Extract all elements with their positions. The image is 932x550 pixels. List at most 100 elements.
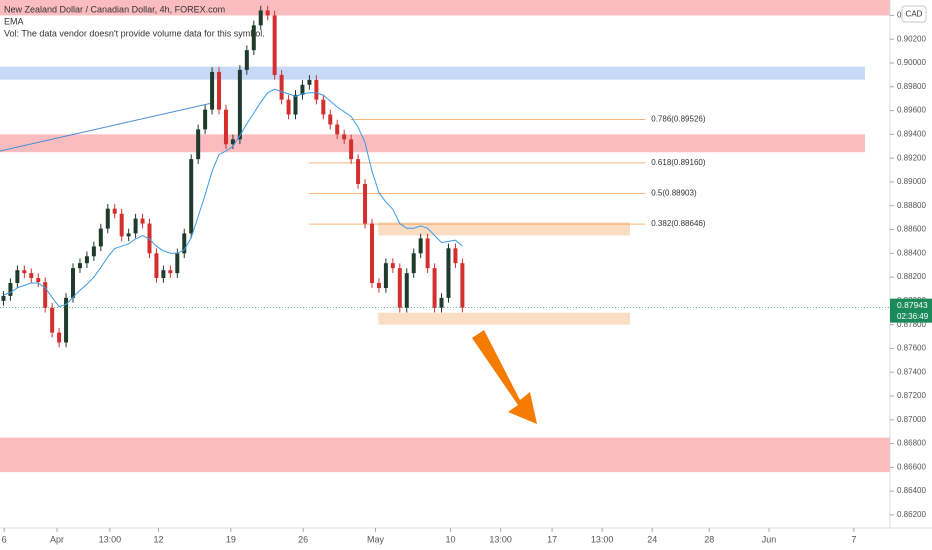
candle-body xyxy=(112,208,117,214)
y-tick-label: 0.88200 xyxy=(897,272,926,281)
y-tick-label: 0.87600 xyxy=(897,344,926,353)
zone xyxy=(378,312,630,325)
candle-body xyxy=(425,238,430,269)
y-tick-label: 0.90200 xyxy=(897,34,926,43)
indicator-label: EMA xyxy=(4,16,24,26)
candle-body xyxy=(182,233,187,254)
candle-body xyxy=(390,263,395,269)
zone xyxy=(0,437,890,473)
fib-label: 0.5(0.88903) xyxy=(651,189,697,198)
x-tick-label: 28 xyxy=(704,534,714,544)
x-tick-label: Jun xyxy=(762,534,777,544)
candle-body xyxy=(161,270,166,279)
currency-label: CAD xyxy=(906,10,923,19)
y-tick-label: 0.86600 xyxy=(897,462,926,471)
y-tick-label: 0.88800 xyxy=(897,201,926,210)
candle-body xyxy=(50,307,55,333)
candle-body xyxy=(43,282,48,308)
x-tick-label: Apr xyxy=(50,534,64,544)
candle-body xyxy=(237,69,242,140)
candle-body xyxy=(217,71,222,110)
candle-body xyxy=(154,253,159,279)
y-tick-label: 0.89000 xyxy=(897,177,926,186)
candle-body xyxy=(314,79,319,100)
candle-body xyxy=(64,297,69,343)
candle-body xyxy=(328,114,333,125)
candle-body xyxy=(439,297,444,308)
candle-body xyxy=(91,246,96,257)
y-tick-label: 0.86200 xyxy=(897,510,926,519)
y-tick-label: 0.89200 xyxy=(897,153,926,162)
candle-body xyxy=(133,218,138,234)
price-axis-panel xyxy=(890,0,932,550)
candle-body xyxy=(286,99,291,115)
volume-note: Vol: The data vendor doesn't provide vol… xyxy=(4,28,265,38)
candle-body xyxy=(349,139,354,160)
candle-body xyxy=(446,248,451,298)
candle-body xyxy=(356,159,361,184)
x-tick-label: 10 xyxy=(446,534,456,544)
x-tick-label: 13:00 xyxy=(591,534,614,544)
ema-line xyxy=(3,88,463,308)
candle-body xyxy=(175,253,180,274)
candle-body xyxy=(1,295,6,301)
candle-body xyxy=(8,283,13,296)
candle-body xyxy=(126,233,131,237)
candle-body xyxy=(71,268,76,298)
candle-body xyxy=(168,270,173,274)
candle-body xyxy=(84,256,89,264)
candle-body xyxy=(383,263,388,289)
last-price-box xyxy=(890,298,932,323)
candle-body xyxy=(36,278,41,283)
candle-body xyxy=(210,71,215,110)
candle-body xyxy=(342,134,347,140)
y-tick-label: 0.87800 xyxy=(897,320,926,329)
candle-body xyxy=(293,94,298,115)
candle-body xyxy=(363,183,368,224)
plot-area: 0.786(0.89526) 0.618(0.89160) 0.5(0.88903)… xyxy=(0,0,890,473)
zone xyxy=(0,134,865,153)
candle-body xyxy=(460,263,465,308)
candle-body xyxy=(321,99,326,115)
candle-body xyxy=(300,84,305,95)
symbol-title: New Zealand Dollar / Canadian Dollar, 4h… xyxy=(4,4,225,14)
x-tick-label: 13:00 xyxy=(489,534,512,544)
candle-body xyxy=(251,25,256,51)
x-tick-label: 26 xyxy=(298,534,308,544)
candle-body xyxy=(411,253,416,274)
countdown-label: 02:36:49 xyxy=(897,312,929,321)
candle-body xyxy=(196,129,201,160)
y-tick-label: 0.89800 xyxy=(897,82,926,91)
x-tick-label: 24 xyxy=(647,534,657,544)
y-tick-label: 0.87400 xyxy=(897,367,926,376)
candle-body xyxy=(335,124,340,135)
y-tick-label: 0.87200 xyxy=(897,391,926,400)
x-tick-label: 17 xyxy=(547,534,557,544)
candle-body xyxy=(418,238,423,254)
axes: 0.904000.902000.900000.898000.896000.894… xyxy=(2,11,932,544)
candle-body xyxy=(105,208,110,229)
fib-label: 0.618(0.89160) xyxy=(651,158,706,167)
candle-body xyxy=(432,268,437,308)
candle-body xyxy=(203,109,208,130)
candle-body xyxy=(279,74,284,100)
candle-body xyxy=(369,223,374,284)
candle-body xyxy=(397,268,402,308)
candle-body xyxy=(404,273,409,308)
y-tick-label: 0.88400 xyxy=(897,248,926,257)
currency-button[interactable] xyxy=(901,5,927,23)
y-tick-label: 0.89600 xyxy=(897,106,926,115)
candle-body xyxy=(453,248,458,264)
x-tick-label: May xyxy=(367,534,385,544)
y-tick-label: 0.88600 xyxy=(897,225,926,234)
candle-body xyxy=(189,159,194,234)
x-tick-label: 19 xyxy=(226,534,236,544)
candle-body xyxy=(22,270,27,274)
last-price-label: 0.87943 xyxy=(897,300,928,310)
zone xyxy=(0,0,890,16)
candle-body xyxy=(230,139,235,145)
fib-label: 0.786(0.89526) xyxy=(651,115,706,124)
candle-body xyxy=(15,270,20,284)
y-tick-label: 0.90000 xyxy=(897,58,926,67)
candle-body xyxy=(258,10,263,26)
